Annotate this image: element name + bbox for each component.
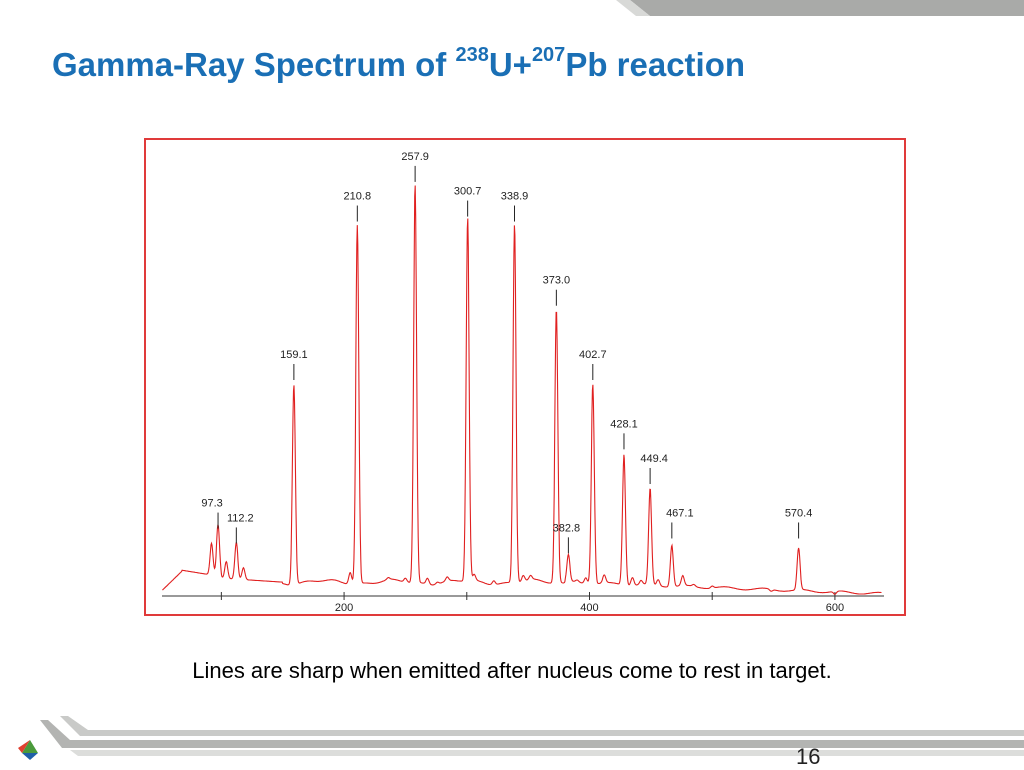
title-middle: U+ (488, 46, 532, 83)
peak-label: 210.8 (344, 191, 372, 203)
peak-label: 382.8 (553, 522, 581, 534)
peak-label: 300.7 (454, 186, 482, 198)
bottom-decoration (18, 716, 1024, 760)
title-superscript-207: 207 (531, 44, 566, 66)
spectrum-chart-frame: 200 400 600 97.3 112.2 159.1 210.8 257.9 300.7 33… (144, 138, 906, 616)
spectrum-series-line (162, 185, 882, 595)
peak-label: 97.3 (201, 498, 222, 510)
peak-label: 159.1 (280, 349, 308, 361)
slide-title: Gamma-Ray Spectrum of 238U+207Pb reactio… (52, 44, 746, 84)
logo-icon (18, 740, 38, 760)
peak-label: 467.1 (666, 507, 694, 519)
peak-label: 373.0 (543, 275, 571, 287)
peak-label: 112.2 (227, 512, 254, 524)
peak-label: 402.7 (579, 349, 607, 361)
peak-label: 428.1 (610, 418, 638, 430)
title-superscript-238: 238 (455, 44, 489, 66)
peak-label: 338.9 (501, 191, 529, 203)
title-prefix: Gamma-Ray Spectrum of (52, 46, 456, 83)
slide-number: 16 (796, 744, 821, 769)
x-tick-label: 600 (826, 602, 844, 614)
title-suffix: Pb reaction (565, 46, 746, 83)
spectrum-chart: 200 400 600 97.3 112.2 159.1 210.8 257.9 300.7 33… (162, 151, 884, 614)
peak-label: 570.4 (785, 507, 813, 519)
caption: Lines are sharp when emitted after nucle… (192, 658, 832, 683)
top-decoration (616, 0, 1024, 16)
x-tick-label: 200 (335, 602, 353, 614)
peak-label: 449.4 (640, 453, 668, 465)
peak-label: 257.9 (401, 151, 429, 163)
x-tick-label: 400 (580, 602, 598, 614)
